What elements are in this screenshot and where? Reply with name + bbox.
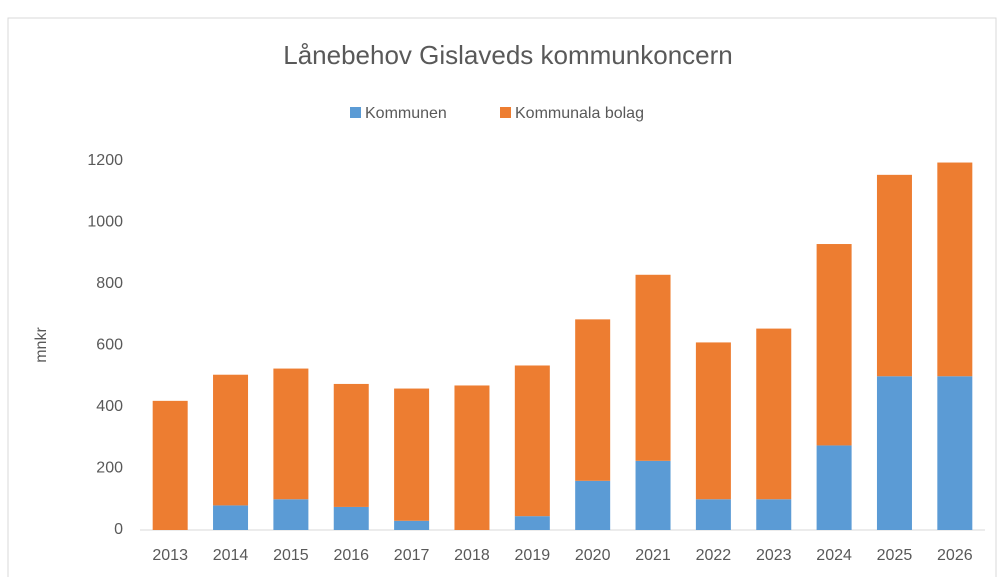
y-tick-label: 1000: [87, 214, 123, 231]
bar-segment: [152, 400, 188, 530]
y-tick-label: 600: [96, 337, 123, 354]
legend: Kommunen Kommunala bolag: [350, 105, 644, 122]
x-tick-label: 2016: [333, 547, 369, 564]
bar-segment: [937, 376, 973, 530]
bar-segment: [575, 480, 611, 530]
chart-title: Lånebehov Gislaveds kommunkoncern: [283, 40, 732, 70]
legend-label: Kommunen: [365, 105, 447, 122]
bar-segment: [695, 342, 731, 500]
x-tick-label: 2020: [575, 547, 611, 564]
x-tick-label: 2026: [937, 547, 973, 564]
bar-segment: [333, 506, 369, 530]
bar-segment: [454, 385, 490, 530]
legend-swatch: [500, 107, 511, 118]
bar-segment: [514, 516, 550, 530]
bar-segment: [635, 460, 671, 530]
bar-segment: [273, 368, 309, 500]
bar-segment: [213, 374, 249, 506]
x-tick-label: 2017: [394, 547, 430, 564]
bar-segment: [876, 376, 912, 530]
bar-segment: [514, 365, 550, 517]
y-axis-label: mnkr: [33, 327, 50, 363]
y-tick-label: 400: [96, 398, 123, 415]
bar-segment: [394, 388, 430, 521]
x-tick-label: 2014: [213, 547, 249, 564]
bar-segment: [756, 499, 792, 530]
y-tick-label: 800: [96, 275, 123, 292]
x-tick-label: 2018: [454, 547, 490, 564]
bar-segment: [394, 520, 430, 530]
bar-segment: [635, 274, 671, 461]
bar-segment: [876, 174, 912, 377]
bar-segment: [816, 244, 852, 446]
y-tick-label: 200: [96, 460, 123, 477]
legend-swatch: [350, 107, 361, 118]
legend-label: Kommunala bolag: [515, 105, 644, 122]
bar-segment: [575, 319, 611, 481]
x-tick-label: 2015: [273, 547, 309, 564]
x-tick-label: 2021: [635, 547, 671, 564]
bar-segment: [937, 162, 973, 377]
bar-segment: [756, 328, 792, 500]
bar-segment: [273, 499, 309, 530]
x-tick-label: 2022: [696, 547, 732, 564]
x-tick-label: 2023: [756, 547, 792, 564]
x-tick-label: 2025: [877, 547, 913, 564]
y-tick-label: 0: [114, 521, 123, 538]
x-tick-label: 2019: [515, 547, 551, 564]
bar-segment: [695, 499, 731, 530]
y-tick-label: 1200: [87, 152, 123, 169]
x-tick-label: 2024: [816, 547, 852, 564]
bar-segment: [213, 505, 249, 530]
bar-segment: [333, 383, 369, 507]
bar-segment: [816, 445, 852, 530]
x-tick-label: 2013: [152, 547, 188, 564]
